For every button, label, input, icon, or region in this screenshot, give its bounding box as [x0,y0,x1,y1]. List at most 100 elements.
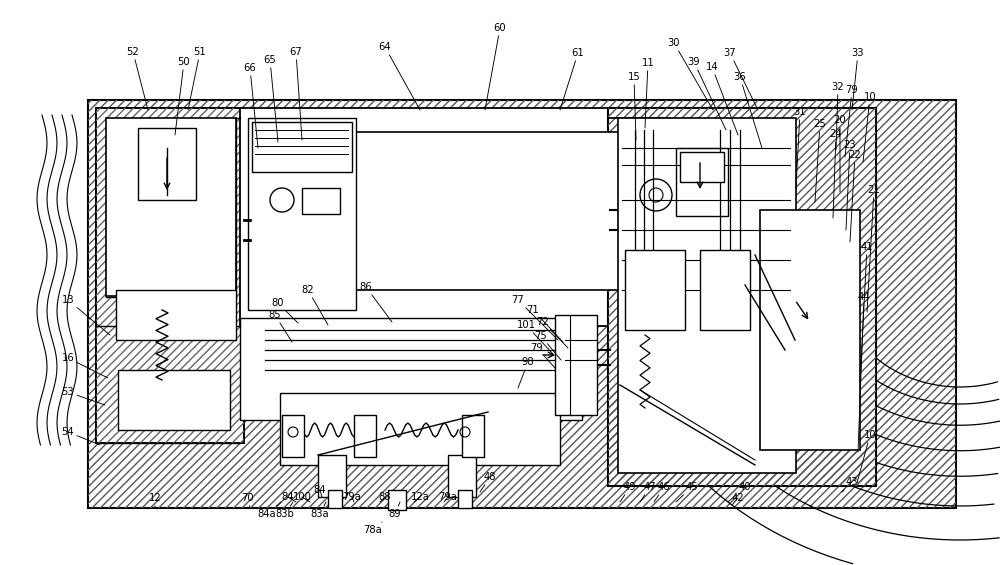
Text: 53: 53 [62,387,105,405]
Bar [96,108,244,443]
Bar [240,108,670,326]
Text: 36: 36 [734,72,762,148]
Text: 82: 82 [302,285,328,325]
Bar [252,122,352,172]
Bar [116,290,236,340]
Text: 48: 48 [480,472,496,492]
Text: 80: 80 [272,298,298,323]
Text: 54: 54 [62,427,100,445]
Bar [282,415,304,457]
Text: 41: 41 [860,242,873,382]
Text: 61: 61 [560,48,584,110]
Text: 79a: 79a [343,492,361,502]
Text: 77: 77 [512,295,558,340]
Text: 13: 13 [62,295,110,335]
Text: 23: 23 [844,140,856,230]
Bar [354,415,376,457]
Bar [318,455,346,497]
Text: 66: 66 [244,63,258,148]
Bar [138,128,196,200]
Text: 89: 89 [389,502,401,519]
Text: 83b: 83b [276,502,294,519]
Text: 64: 64 [379,42,420,110]
Text: 75: 75 [535,331,561,360]
Text: 50: 50 [175,57,190,135]
Bar [700,250,750,330]
Text: 30: 30 [668,38,713,110]
Bar [448,455,476,497]
Text: 84: 84 [314,485,326,497]
Bar [355,132,665,290]
Bar [280,393,560,465]
Text: 12a: 12a [411,492,429,502]
Text: 25: 25 [814,119,826,202]
Text: 46: 46 [654,482,670,502]
Text: 86: 86 [360,282,392,322]
Bar [96,108,244,443]
Bar [555,315,597,415]
Text: 12: 12 [149,493,161,508]
Bar [88,100,956,508]
Text: 100: 100 [293,492,311,502]
Bar [248,118,356,310]
Text: 47: 47 [640,482,656,502]
Bar [760,210,860,450]
Text: 79: 79 [531,343,555,368]
Bar [608,108,876,486]
Text: 22: 22 [849,150,861,242]
Text: 84a: 84a [258,502,281,519]
Text: 71: 71 [527,305,563,342]
Text: 39: 39 [688,57,726,130]
Text: 52: 52 [127,47,148,110]
Bar [118,370,230,430]
Text: 49: 49 [620,482,636,502]
Text: 20: 20 [834,115,846,192]
Bar [328,490,342,508]
Bar [462,415,484,457]
Text: 88: 88 [379,492,391,502]
Text: 15: 15 [628,72,640,140]
Text: 42: 42 [732,493,744,505]
Text: 31: 31 [794,107,806,188]
Text: 45: 45 [676,482,698,502]
Text: 14: 14 [706,62,738,135]
Text: 67: 67 [290,47,302,140]
Bar [618,118,796,473]
Text: 37: 37 [724,48,758,110]
Bar [388,490,406,510]
Bar [458,490,472,508]
Text: 51: 51 [188,47,206,110]
Bar [625,250,685,330]
Text: 79: 79 [845,85,858,157]
Bar [240,318,582,420]
Text: 98: 98 [518,357,534,388]
Text: 78a: 78a [364,522,382,535]
Text: 70: 70 [242,493,254,508]
Text: 40: 40 [728,482,751,502]
Bar [88,100,956,508]
Text: 10: 10 [863,92,876,162]
Bar [608,390,876,486]
Text: 72: 72 [537,317,568,348]
Text: 60: 60 [485,23,506,110]
Text: 65: 65 [264,55,278,142]
Text: 43: 43 [842,477,858,492]
Text: 83a: 83a [311,502,329,519]
Text: 84: 84 [282,492,296,502]
Text: 11: 11 [642,58,654,128]
Bar [302,188,340,214]
Text: 85: 85 [269,310,292,342]
Text: 10: 10 [857,430,876,483]
Bar [680,152,724,182]
Text: 101: 101 [516,320,553,354]
Text: 44: 44 [858,292,870,452]
Text: 16: 16 [62,353,108,378]
Text: 24: 24 [830,129,842,218]
Text: 79a: 79a [439,492,457,502]
Bar [608,108,876,486]
Bar [106,118,236,296]
Text: 33: 33 [852,48,864,110]
Bar [676,148,728,216]
Text: 21: 21 [867,185,880,312]
Text: 32: 32 [832,82,844,150]
